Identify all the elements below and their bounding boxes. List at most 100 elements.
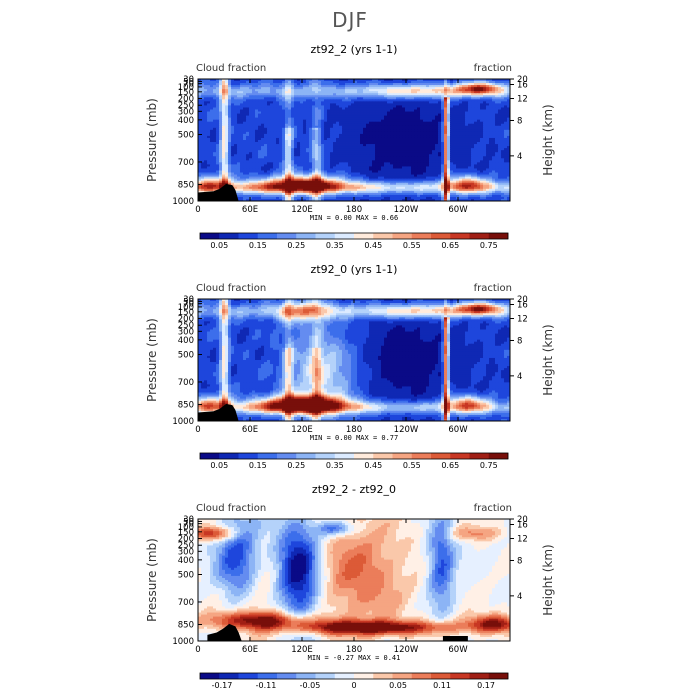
heatmap-cell [411,95,415,98]
heatmap-cell [474,99,478,102]
heatmap-cell [321,117,325,121]
heatmap-cell [261,79,265,82]
heatmap-cell [402,99,406,102]
heatmap-cell [450,81,454,84]
heatmap-cell [369,97,373,100]
heatmap-cell [492,111,496,114]
heatmap-cell [336,113,340,116]
heatmap-cell [294,89,298,92]
heatmap-cell [213,95,217,98]
heatmap-cell [483,107,487,110]
heatmap-cell [363,103,367,106]
heatmap-cell [429,99,433,102]
heatmap-cell [210,109,214,112]
heatmap-cell [390,81,394,84]
heatmap-cell [384,103,388,106]
heatmap-cell [225,115,229,119]
heatmap-cell [504,97,508,100]
heatmap-cell [408,87,412,90]
heatmap-cell [402,83,406,86]
heatmap-cell [273,97,277,100]
heatmap-cell [228,87,232,90]
heatmap-cell [345,101,349,104]
heatmap-cell [453,91,457,94]
heatmap-cell [228,91,232,94]
heatmap-cell [318,111,322,114]
heatmap-cell [420,91,424,94]
heatmap-cell [342,103,346,106]
heatmap-cell [438,81,442,84]
heatmap-cell [222,89,226,92]
heatmap-cell [357,107,361,110]
heatmap-cell [243,99,247,102]
heatmap-cell [375,109,379,112]
heatmap-cell [255,91,259,94]
heatmap-cell [465,99,469,102]
heatmap-cell [363,93,367,96]
heatmap-cell [243,83,247,86]
heatmap-cell [267,99,271,102]
heatmap-cell [339,117,343,121]
heatmap-cell [375,95,379,98]
heatmap-cell [231,117,235,121]
heatmap-cell [360,93,364,96]
heatmap-cell [369,107,373,110]
heatmap-cell [420,103,424,106]
heatmap-cell [480,91,484,94]
heatmap-cell [372,117,376,121]
heatmap-cell [282,79,286,82]
heatmap-cell [396,81,400,84]
heatmap-cell [426,83,430,86]
heatmap-cell [258,111,262,114]
heatmap-cell [264,115,268,119]
heatmap-cell [330,107,334,110]
heatmap-cell [249,83,253,86]
heatmap-cell [306,111,310,114]
heatmap-cell [474,91,478,94]
heatmap-cell [450,117,454,121]
heatmap-cell [261,95,265,98]
heatmap-cell [360,109,364,112]
heatmap-cell [414,85,418,88]
heatmap-cell [234,105,238,108]
heatmap-cell [198,83,202,86]
heatmap-cell [273,109,277,112]
heatmap-cell [405,115,409,119]
heatmap-cell [321,85,325,88]
heatmap-cell [243,79,247,82]
heatmap-cell [288,89,292,92]
heatmap-cell [384,85,388,88]
heatmap-cell [363,79,367,82]
heatmap-cell [240,97,244,100]
heatmap-cell [489,107,493,110]
heatmap-cell [366,111,370,114]
heatmap-cell [414,89,418,92]
heatmap-cell [486,87,490,90]
heatmap-cell [306,115,310,119]
heatmap-cell [411,111,415,114]
heatmap-cell [216,79,220,82]
heatmap-cell [207,97,211,100]
heatmap-cell [399,95,403,98]
heatmap-cell [429,89,433,92]
heatmap-cell [504,79,508,82]
heatmap-cell [372,113,376,116]
heatmap-cell [432,97,436,100]
heatmap-cell [285,97,289,100]
heatmap-cell [405,79,409,82]
heatmap-cell [216,95,220,98]
heatmap-cell [465,83,469,86]
heatmap-cell [390,109,394,112]
heatmap-cell [420,107,424,110]
heatmap-cell [270,113,274,116]
heatmap-cell [468,81,472,84]
heatmap-cell [327,111,331,114]
heatmap-cell [288,79,292,82]
heatmap-cell [474,107,478,110]
heatmap-cell [375,117,379,121]
heatmap-cell [348,83,352,86]
heatmap-cell [483,93,487,96]
heatmap-cell [405,91,409,94]
heatmap-cell [366,117,370,121]
heatmap-cell [261,113,265,116]
